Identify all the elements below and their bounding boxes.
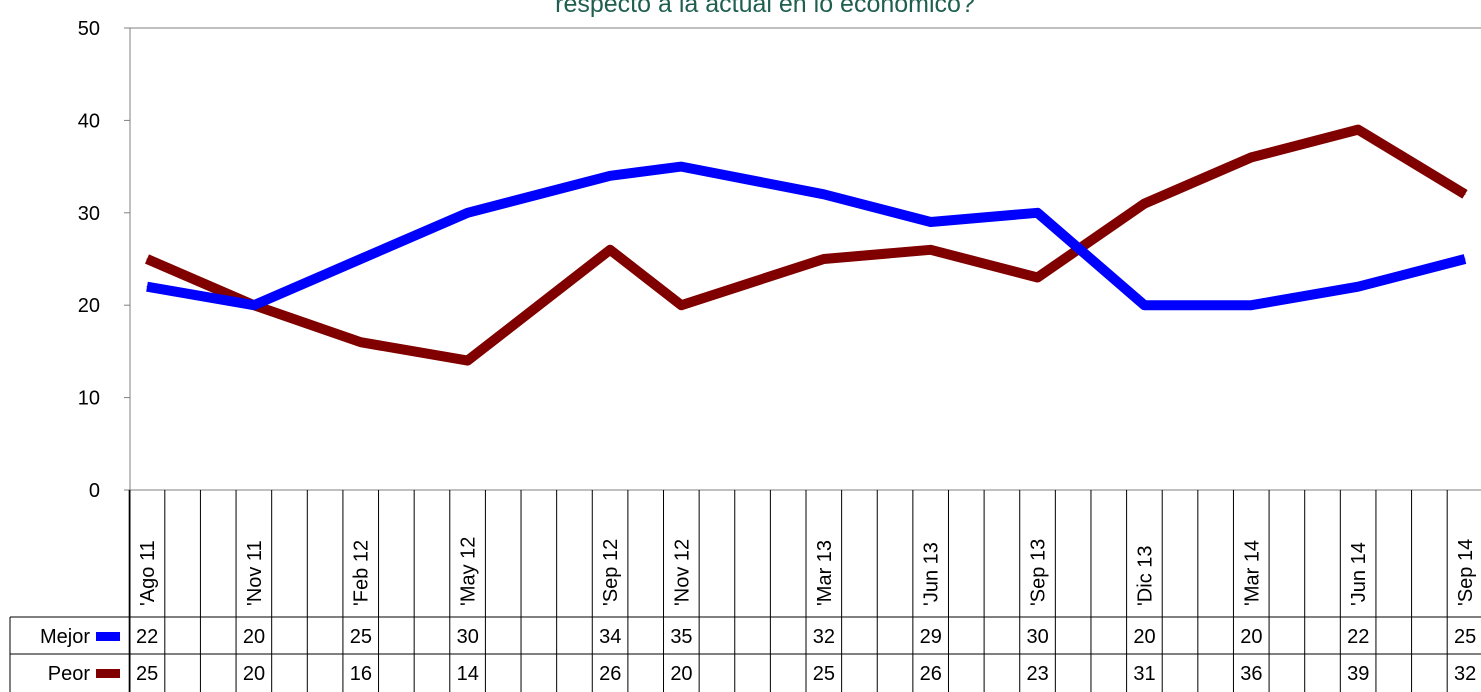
data-table-value: 20 bbox=[1133, 626, 1155, 648]
data-table-value: 25 bbox=[136, 663, 158, 685]
data-table-value: 20 bbox=[243, 663, 265, 685]
x-tick-label: 'Feb 12 bbox=[351, 540, 373, 606]
data-point bbox=[467, 212, 469, 214]
series-line-peor bbox=[145, 124, 1468, 366]
data-point bbox=[930, 249, 932, 251]
x-tick-label: 'Jun 13 bbox=[921, 542, 943, 606]
data-point bbox=[930, 221, 932, 223]
x-tick-label: 'Sep 12 bbox=[600, 539, 622, 606]
y-tick-label: 50 bbox=[78, 18, 100, 40]
data-point bbox=[253, 304, 255, 306]
x-tick-label: 'Sep 14 bbox=[1455, 539, 1477, 606]
x-tick-label: 'Dic 13 bbox=[1134, 545, 1156, 606]
data-point bbox=[146, 286, 148, 288]
data-table-value: 35 bbox=[670, 626, 692, 648]
data-point bbox=[823, 193, 825, 195]
chart-title: respecto a la actual en lo económico? bbox=[555, 0, 975, 18]
data-table-value: 36 bbox=[1240, 663, 1262, 685]
x-tick-label: 'Nov 12 bbox=[671, 539, 693, 606]
data-point bbox=[680, 304, 682, 306]
data-point bbox=[1037, 212, 1039, 214]
legend-swatch bbox=[96, 669, 120, 678]
x-tick-label: 'Mar 14 bbox=[1241, 540, 1263, 606]
data-table-value: 29 bbox=[920, 626, 942, 648]
y-tick-label: 30 bbox=[78, 203, 100, 225]
data-table-value: 34 bbox=[599, 626, 621, 648]
y-tick-label: 0 bbox=[89, 480, 100, 502]
data-table-value: 30 bbox=[1027, 626, 1049, 648]
data-table-value: 25 bbox=[813, 663, 835, 685]
y-tick-label: 10 bbox=[78, 388, 100, 410]
data-point bbox=[1037, 276, 1039, 278]
legend-swatch bbox=[96, 632, 120, 641]
data-point bbox=[360, 341, 362, 343]
data-point bbox=[1464, 193, 1466, 195]
data-point bbox=[146, 258, 148, 260]
legend-label: Mejor bbox=[40, 626, 90, 648]
y-tick-label: 20 bbox=[78, 295, 100, 317]
data-table-value: 26 bbox=[599, 663, 621, 685]
data-point bbox=[1250, 304, 1252, 306]
data-table-value: 20 bbox=[1240, 626, 1262, 648]
series-lines bbox=[145, 124, 1468, 366]
data-table-value: 25 bbox=[350, 626, 372, 648]
data-point bbox=[467, 360, 469, 362]
data-point bbox=[1143, 304, 1145, 306]
data-table-value: 22 bbox=[136, 626, 158, 648]
data-table-value: 25 bbox=[1454, 626, 1476, 648]
axes: 0 10 20 30 40 50 bbox=[78, 18, 1481, 502]
legend-label: Peor bbox=[48, 663, 91, 685]
data-point bbox=[1464, 258, 1466, 260]
data-point bbox=[823, 258, 825, 260]
x-tick-label: 'Jun 14 bbox=[1348, 542, 1370, 606]
data-point bbox=[360, 258, 362, 260]
x-tick-label: 'May 12 bbox=[458, 537, 480, 606]
series-line-mejor bbox=[146, 161, 1467, 311]
data-table-value: 20 bbox=[243, 626, 265, 648]
y-tick-label: 40 bbox=[78, 110, 100, 132]
data-point bbox=[1143, 203, 1145, 205]
data-table-value: 32 bbox=[1454, 663, 1476, 685]
data-table-value: 31 bbox=[1133, 663, 1155, 685]
data-point bbox=[609, 175, 611, 177]
data-table-value: 14 bbox=[457, 663, 479, 685]
data-table-value: 39 bbox=[1347, 663, 1369, 685]
data-point bbox=[680, 166, 682, 168]
data-table-value: 32 bbox=[813, 626, 835, 648]
data-point bbox=[1357, 129, 1359, 131]
data-table-value: 30 bbox=[457, 626, 479, 648]
data-table-value: 22 bbox=[1347, 626, 1369, 648]
data-point bbox=[1250, 156, 1252, 158]
data-table-value: 23 bbox=[1027, 663, 1049, 685]
data-table-value: 16 bbox=[350, 663, 372, 685]
data-table: 'Ago 11 'Nov 11 'Feb 12 'May 12 'Sep 12 'Nov … bbox=[9, 490, 1481, 692]
data-table-value: 20 bbox=[670, 663, 692, 685]
data-table-value: 26 bbox=[920, 663, 942, 685]
data-point bbox=[1357, 286, 1359, 288]
x-tick-label: 'Sep 13 bbox=[1028, 539, 1050, 606]
x-tick-label: 'Nov 11 bbox=[244, 540, 266, 606]
data-point bbox=[609, 249, 611, 251]
x-tick-label: 'Ago 11 bbox=[137, 540, 159, 606]
x-tick-label: 'Mar 13 bbox=[814, 540, 836, 606]
